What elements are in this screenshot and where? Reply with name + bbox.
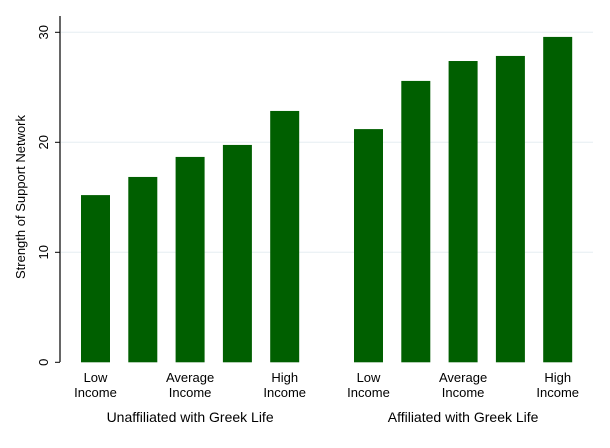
bar (543, 36, 573, 363)
bar (270, 110, 300, 363)
x-labels: Low Income Average Income High Income Unaffili… (74, 370, 579, 425)
y-axis-title: Strength of Support Network (13, 114, 28, 279)
group-label: Affiliated with Greek Life (388, 409, 539, 425)
bar-label: High Income (263, 370, 306, 400)
bar (81, 195, 110, 363)
bar-label: High Income (536, 370, 579, 400)
bar-label: Low Income (74, 370, 117, 400)
y-tick-label: 30 (36, 25, 51, 39)
y-ticks: 0 10 20 30 (36, 25, 60, 366)
bar-label: Low Income (347, 370, 390, 400)
y-tick-label: 20 (36, 135, 51, 149)
bar (495, 55, 525, 363)
bar (175, 156, 205, 363)
bar (448, 61, 478, 363)
bar (222, 144, 252, 363)
bars (81, 36, 573, 363)
y-tick-label: 0 (36, 359, 51, 366)
bar (354, 129, 383, 363)
bar-label: Average Income (166, 370, 214, 400)
y-tick-label: 10 (36, 245, 51, 259)
bar-label: Average Income (439, 370, 487, 400)
bar (401, 80, 431, 363)
group-label: Unaffiliated with Greek Life (107, 409, 274, 425)
bar (128, 176, 158, 363)
